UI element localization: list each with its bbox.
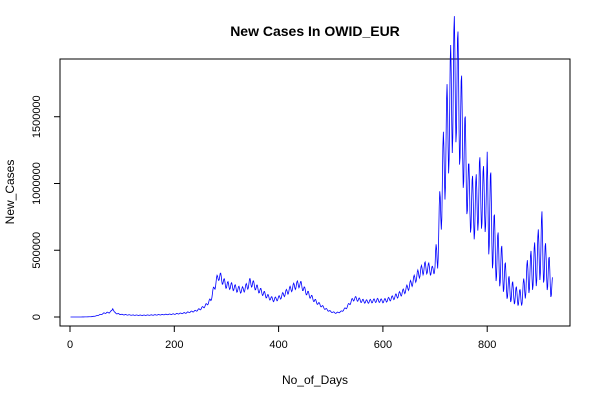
y-tick-label: 500000: [31, 232, 43, 269]
y-axis-label: New_Cases: [3, 160, 17, 225]
x-axis: 0 200 400 600 800: [67, 325, 496, 351]
x-axis-label: No_of_Days: [282, 373, 348, 387]
x-tick-label: 600: [374, 339, 392, 351]
y-tick-label: 0: [31, 314, 43, 320]
x-tick-label: 800: [478, 339, 496, 351]
y-tick-label: 1500000: [31, 95, 43, 138]
x-tick-label: 200: [165, 339, 183, 351]
chart-title: New Cases In OWID_EUR: [230, 23, 400, 39]
plot-area-frame: [59, 58, 571, 327]
x-tick-label: 0: [67, 339, 73, 351]
y-tick-label: 1000000: [31, 162, 43, 205]
x-tick-label: 400: [269, 339, 287, 351]
series-line: [70, 16, 553, 318]
plot-area: [70, 16, 553, 318]
y-axis: 0 500000 1000000 1500000: [31, 95, 61, 320]
